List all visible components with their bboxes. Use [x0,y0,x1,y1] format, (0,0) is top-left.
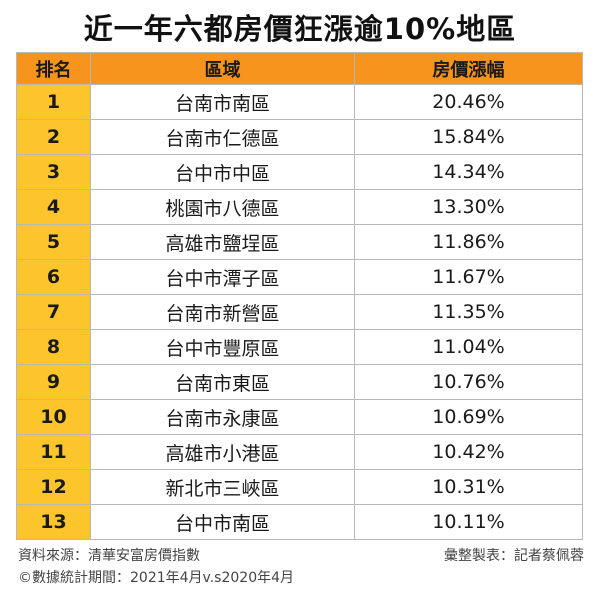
price-rise-cell: 10.11% [354,504,583,540]
compiled-by-note: 彙整製表：記者蔡佩蓉 [444,548,584,564]
area-cell: 台南市仁德區 [90,119,355,155]
table-row: 8 台中市豐原區 11.04% [16,329,583,365]
price-rise-cell: 20.46% [354,84,583,120]
rank-cell: 8 [16,329,91,365]
table-row: 12 新北市三峽區 10.31% [16,469,583,505]
price-rise-cell: 11.67% [354,259,583,295]
rank-cell: 4 [16,189,91,225]
area-cell: 高雄市鹽埕區 [90,224,355,260]
area-cell: 台南市永康區 [90,399,355,435]
ranking-table: 排名 區域 房價漲幅 1 台南市南區 20.46% 2 台南市仁德區 15.84… [16,52,583,540]
footer-period: ©數據統計期間：2021年4月v.s2020年4月 [18,567,584,587]
area-cell: 台中市豐原區 [90,329,355,365]
area-cell: 桃園市八德區 [90,189,355,225]
area-cell: 台南市東區 [90,364,355,400]
rank-cell: 12 [16,469,91,505]
data-source-note: 資料來源：清華安富房價指數 [18,548,200,564]
price-rise-cell: 14.34% [354,154,583,190]
rank-cell: 1 [16,84,91,120]
area-cell: 台南市南區 [90,84,355,120]
price-rise-cell: 10.69% [354,399,583,435]
footer-credits: 資料來源：清華安富房價指數 彙整製表：記者蔡佩蓉 [18,545,584,565]
rank-cell: 3 [16,154,91,190]
page-title: 近一年六都房價狂漲逾10%地區 [83,12,517,46]
table-row: 3 台中市中區 14.34% [16,154,583,190]
price-rise-cell: 10.31% [354,469,583,505]
statistics-period-note: ©數據統計期間：2021年4月v.s2020年4月 [18,570,295,586]
price-rise-cell: 11.35% [354,294,583,330]
table-row: 11 高雄市小港區 10.42% [16,434,583,470]
table-row: 4 桃園市八德區 13.30% [16,189,583,225]
column-header-rank: 排名 [16,52,91,85]
area-cell: 台中市南區 [90,504,355,540]
price-rise-cell: 10.42% [354,434,583,470]
area-cell: 新北市三峽區 [90,469,355,505]
rank-cell: 6 [16,259,91,295]
area-cell: 台中市潭子區 [90,259,355,295]
rank-cell: 7 [16,294,91,330]
rank-cell: 9 [16,364,91,400]
table-row: 7 台南市新營區 11.35% [16,294,583,330]
price-rise-cell: 10.76% [354,364,583,400]
column-header-area: 區域 [90,52,355,85]
table-row: 13 台中市南區 10.11% [16,504,583,540]
rank-cell: 11 [16,434,91,470]
rank-cell: 10 [16,399,91,435]
table-row: 9 台南市東區 10.76% [16,364,583,400]
price-rise-cell: 13.30% [354,189,583,225]
table-row: 6 台中市潭子區 11.67% [16,259,583,295]
rank-cell: 2 [16,119,91,155]
table-row: 1 台南市南區 20.46% [16,84,583,120]
column-header-rise: 房價漲幅 [354,52,583,85]
price-rise-cell: 11.04% [354,329,583,365]
table-row: 5 高雄市鹽埕區 11.86% [16,224,583,260]
table-header-row: 排名 區域 房價漲幅 [16,52,583,85]
table-row: 2 台南市仁德區 15.84% [16,119,583,155]
rank-cell: 13 [16,504,91,540]
price-rise-cell: 11.86% [354,224,583,260]
area-cell: 高雄市小港區 [90,434,355,470]
table-row: 10 台南市永康區 10.69% [16,399,583,435]
price-rise-cell: 15.84% [354,119,583,155]
rank-cell: 5 [16,224,91,260]
area-cell: 台中市中區 [90,154,355,190]
area-cell: 台南市新營區 [90,294,355,330]
